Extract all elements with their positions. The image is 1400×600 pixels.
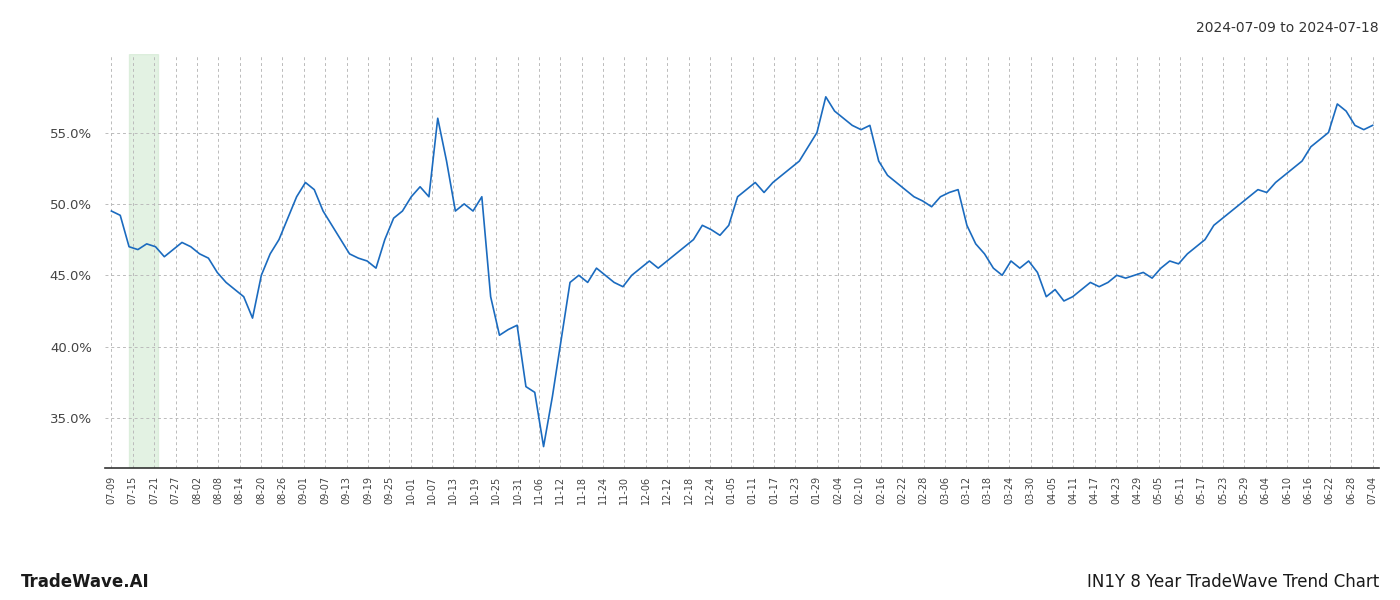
Bar	[129, 54, 158, 468]
Text: 2024-07-09 to 2024-07-18: 2024-07-09 to 2024-07-18	[1197, 21, 1379, 35]
Text: IN1Y 8 Year TradeWave Trend Chart: IN1Y 8 Year TradeWave Trend Chart	[1086, 573, 1379, 591]
Text: TradeWave.AI: TradeWave.AI	[21, 573, 150, 591]
